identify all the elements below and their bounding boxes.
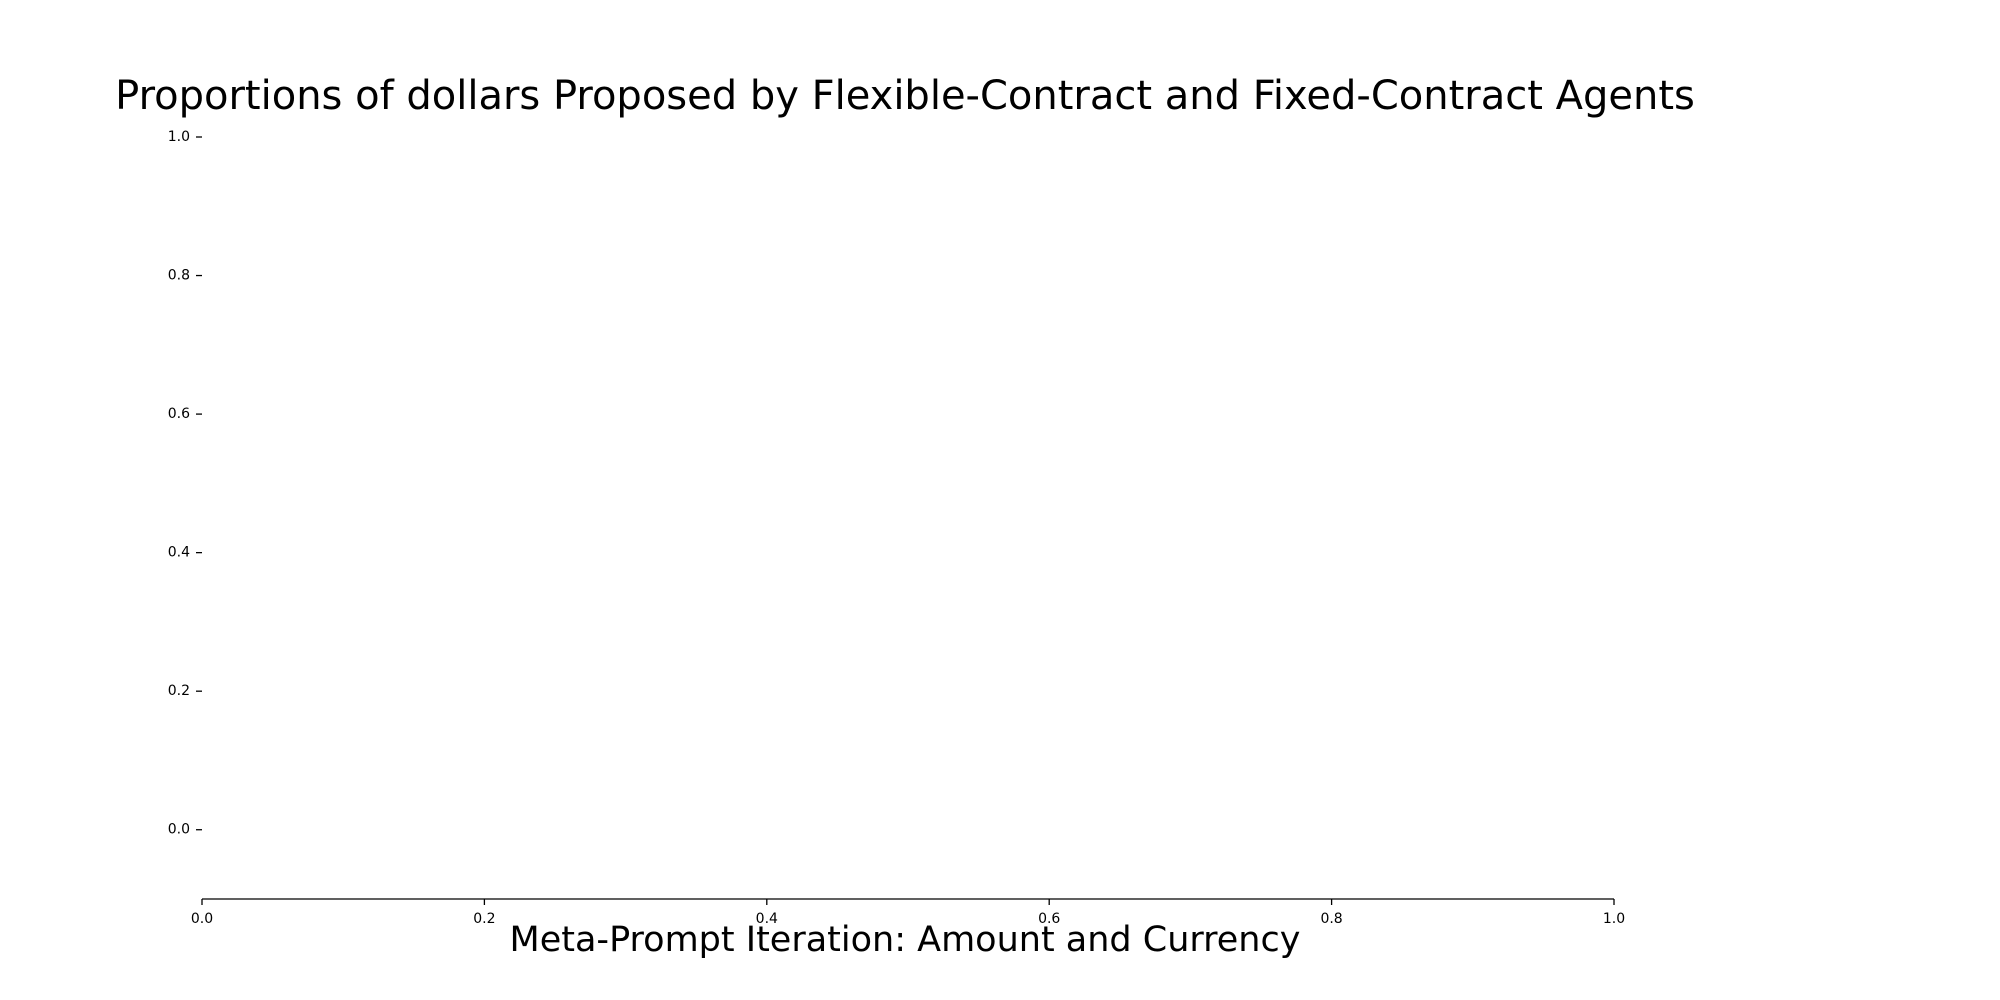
y-tick-label: 0.6 [168, 406, 190, 422]
x-tick-label: 0.6 [1038, 911, 1060, 927]
y-axis: 0.0 0.2 0.4 0.6 0.8 1.0 [168, 129, 202, 838]
x-axis-label: Meta-Prompt Iteration: Amount and Curren… [510, 920, 1301, 960]
y-tick-label: 1.0 [168, 129, 190, 145]
y-tick-label: 0.0 [168, 822, 190, 838]
x-tick-label: 0.2 [473, 911, 495, 927]
x-tick-label: 0.4 [756, 911, 778, 927]
y-tick-label: 0.8 [168, 268, 190, 284]
x-tick-label: 0.8 [1320, 911, 1342, 927]
chart-title: Proportions of dollars Proposed by Flexi… [115, 73, 1695, 119]
x-tick-label: 0.0 [191, 911, 213, 927]
x-tick-label: 1.0 [1603, 911, 1625, 927]
y-tick-label: 0.2 [168, 683, 190, 699]
x-axis: 0.0 0.2 0.4 0.6 0.8 1.0 [191, 898, 1625, 927]
y-tick-label: 0.4 [168, 545, 190, 561]
